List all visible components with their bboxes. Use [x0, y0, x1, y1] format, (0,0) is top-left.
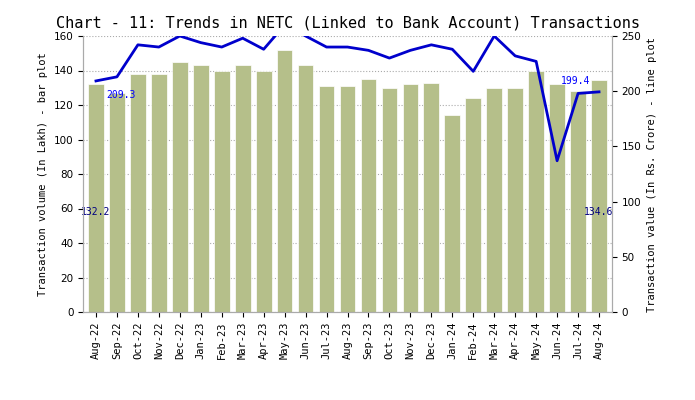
- Bar: [88, 84, 104, 312]
- Text: 134.6: 134.6: [584, 207, 614, 217]
- Bar: [130, 74, 146, 312]
- Bar: [109, 93, 125, 312]
- Bar: [172, 62, 188, 312]
- Y-axis label: Transaction volume (In Lakh) - bar plot: Transaction volume (In Lakh) - bar plot: [38, 52, 49, 296]
- Bar: [486, 88, 502, 312]
- Bar: [319, 86, 334, 312]
- Bar: [591, 80, 607, 312]
- Bar: [214, 70, 229, 312]
- Text: 199.4: 199.4: [562, 76, 591, 86]
- Bar: [256, 70, 272, 312]
- Bar: [570, 91, 586, 312]
- Bar: [277, 50, 293, 312]
- Bar: [235, 65, 251, 312]
- Bar: [423, 82, 439, 312]
- Y-axis label: Transaction value (In Rs. Crore) - line plot: Transaction value (In Rs. Crore) - line …: [646, 36, 657, 312]
- Bar: [507, 88, 523, 312]
- Bar: [340, 86, 355, 312]
- Bar: [382, 88, 398, 312]
- Bar: [466, 98, 481, 312]
- Bar: [193, 65, 208, 312]
- Bar: [151, 74, 167, 312]
- Bar: [361, 79, 376, 312]
- Text: 132.2: 132.2: [81, 207, 111, 217]
- Bar: [297, 65, 313, 312]
- Bar: [528, 70, 544, 312]
- Bar: [549, 84, 565, 312]
- Text: 209.3: 209.3: [106, 90, 136, 100]
- Title: Chart - 11: Trends in NETC (Linked to Bank Account) Transactions: Chart - 11: Trends in NETC (Linked to Ba…: [56, 16, 639, 31]
- Bar: [444, 115, 460, 312]
- Bar: [402, 84, 418, 312]
